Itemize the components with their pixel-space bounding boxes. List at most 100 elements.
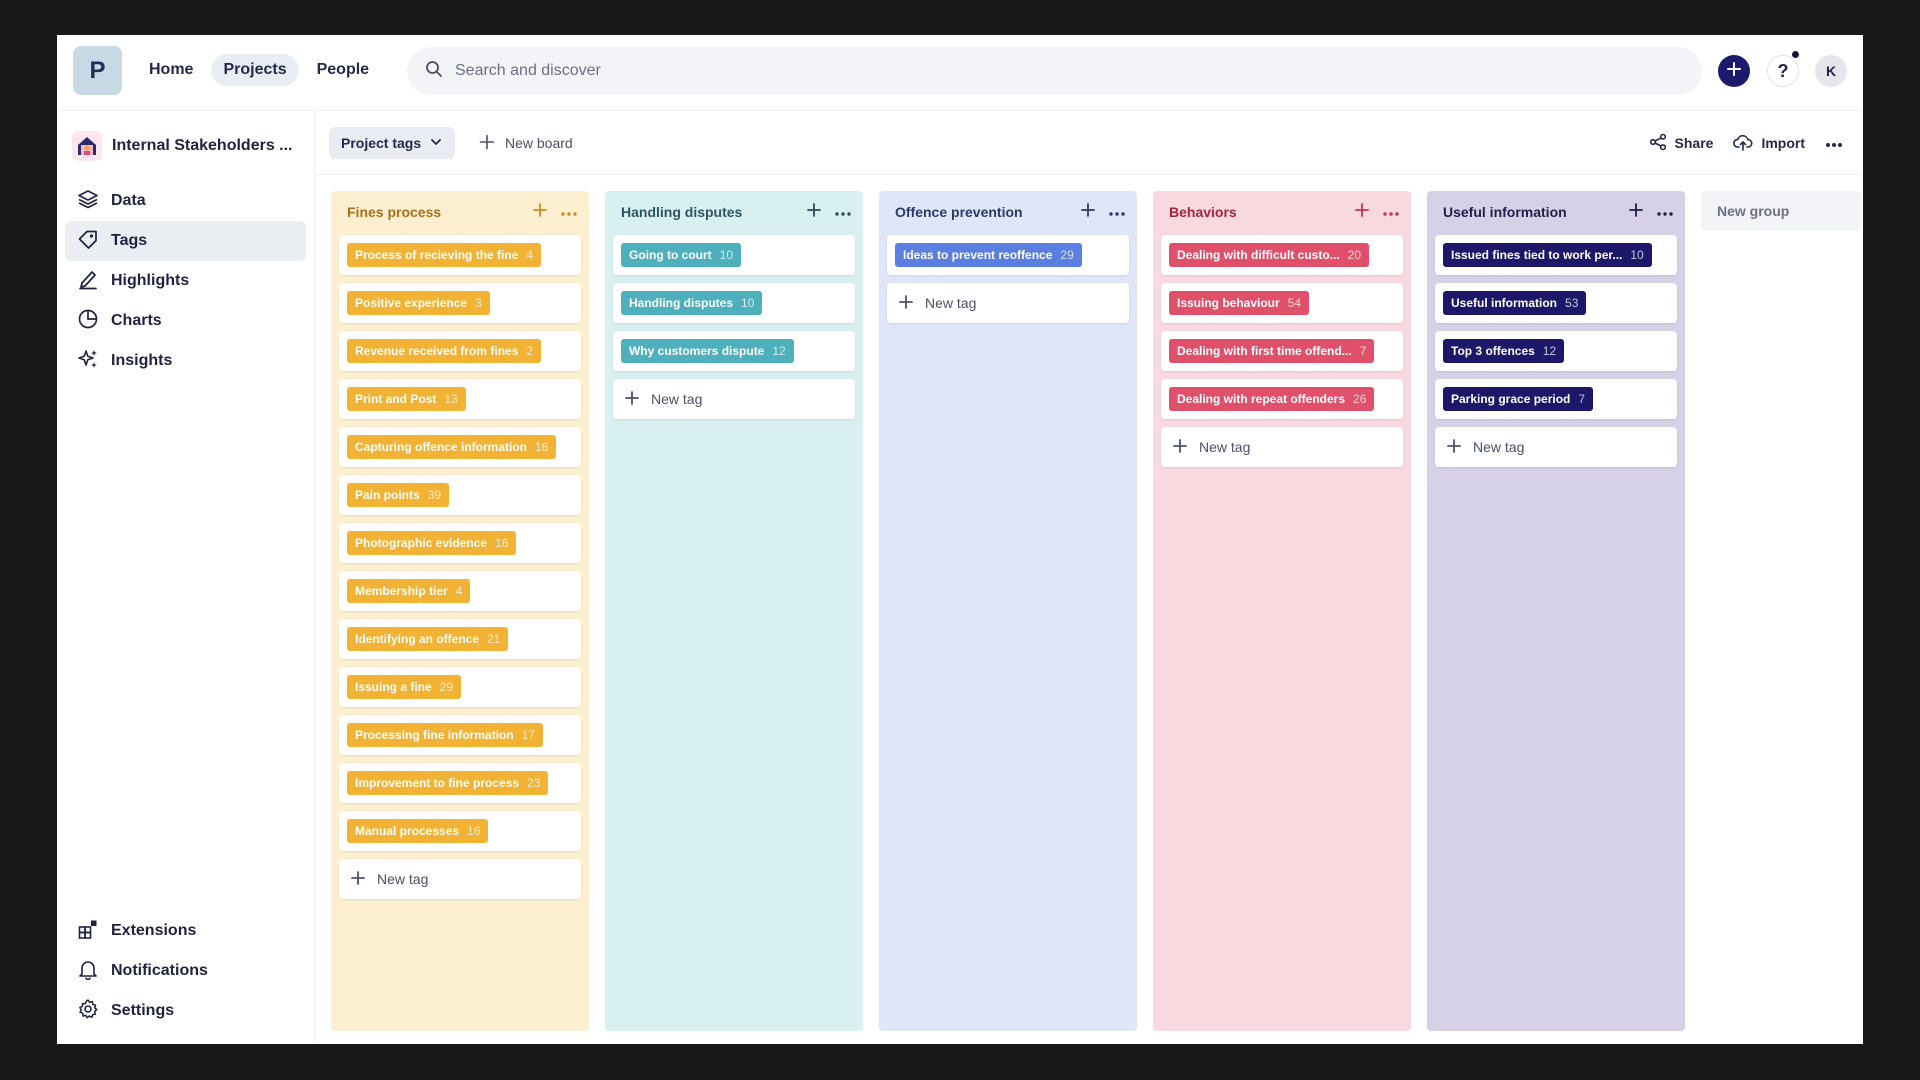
tag-chip[interactable]: Top 3 offences 12: [1443, 339, 1565, 363]
tag-list: Process of recieving the fine 4 Positive e…: [339, 235, 581, 899]
column-more-icon[interactable]: [1109, 203, 1125, 221]
add-tag-icon[interactable]: [807, 202, 821, 222]
tag-card[interactable]: Dealing with difficult custo... 20: [1161, 235, 1403, 275]
sidebar-item-data[interactable]: Data: [65, 181, 306, 221]
app-logo[interactable]: P: [73, 46, 122, 95]
tag-card[interactable]: Parking grace period 7: [1435, 379, 1677, 419]
tag-chip[interactable]: Ideas to prevent reoffence 29: [895, 243, 1082, 267]
tag-chip[interactable]: Manual processes 16: [347, 819, 489, 843]
tag-chip[interactable]: Parking grace period 7: [1443, 387, 1594, 411]
tag-chip[interactable]: Photographic evidence 16: [347, 531, 517, 555]
create-button[interactable]: [1718, 55, 1750, 87]
tag-chip[interactable]: Issuing a fine 29: [347, 675, 462, 699]
column-title[interactable]: Handling disputes: [621, 204, 743, 220]
column-title[interactable]: Fines process: [347, 204, 442, 220]
column-more-icon[interactable]: [561, 203, 577, 221]
add-tag-icon[interactable]: [533, 202, 547, 222]
sidebar-item-label: Insights: [111, 352, 173, 369]
tag-card[interactable]: Issuing a fine 29: [339, 667, 581, 707]
project-switcher[interactable]: Internal Stakeholders ...: [72, 131, 293, 161]
tag-card[interactable]: Revenue received from fines 2: [339, 331, 581, 371]
tag-chip[interactable]: Dealing with difficult custo... 20: [1169, 243, 1370, 267]
column-title[interactable]: Behaviors: [1169, 204, 1237, 220]
tag-card[interactable]: Dealing with first time offend... 7: [1161, 331, 1403, 371]
user-avatar[interactable]: K: [1815, 55, 1847, 87]
tag-chip[interactable]: Useful information 53: [1443, 291, 1587, 315]
tag-card[interactable]: Issuing behaviour 54: [1161, 283, 1403, 323]
tag-chip[interactable]: Process of recieving the fine 4: [347, 243, 542, 267]
project-name: Internal Stakeholders ...: [112, 137, 293, 154]
tag-card[interactable]: Process of recieving the fine 4: [339, 235, 581, 275]
help-button[interactable]: ?: [1767, 55, 1799, 87]
tag-chip[interactable]: Membership tier 4: [347, 579, 471, 603]
new-tag-button[interactable]: New tag: [887, 283, 1129, 323]
sidebar-item-highlights[interactable]: Highlights: [65, 261, 306, 301]
tag-chip[interactable]: Why customers dispute 12: [621, 339, 794, 363]
column-title[interactable]: Offence prevention: [895, 204, 1023, 220]
tag-chip[interactable]: Issuing behaviour 54: [1169, 291, 1310, 315]
tag-chip[interactable]: Identifying an offence 21: [347, 627, 509, 651]
tag-card[interactable]: Capturing offence information 16: [339, 427, 581, 467]
tag-chip[interactable]: Print and Post 13: [347, 387, 466, 411]
search-input[interactable]: [455, 62, 1055, 80]
import-button[interactable]: Import: [1733, 133, 1805, 154]
sidebar-item-notifications[interactable]: Notifications: [65, 951, 306, 991]
tag-card[interactable]: Positive experience 3: [339, 283, 581, 323]
new-board-button[interactable]: New board: [479, 127, 573, 159]
tag-chip[interactable]: Handling disputes 10: [621, 291, 763, 315]
tag-chip[interactable]: Pain points 39: [347, 483, 450, 507]
tag-card[interactable]: Processing fine information 17: [339, 715, 581, 755]
new-group-button[interactable]: New group: [1701, 191, 1861, 231]
tag-chip[interactable]: Positive experience 3: [347, 291, 490, 315]
tag-chip[interactable]: Dealing with repeat offenders 26: [1169, 387, 1375, 411]
sidebar-item-extensions[interactable]: Extensions: [65, 911, 306, 951]
nav-people[interactable]: People: [316, 61, 370, 78]
sidebar-item-settings[interactable]: Settings: [65, 991, 306, 1031]
tag-chip[interactable]: Issued fines tied to work per... 10: [1443, 243, 1652, 267]
more-options-button[interactable]: [1825, 135, 1843, 151]
new-tag-button[interactable]: New tag: [339, 859, 581, 899]
add-tag-icon[interactable]: [1081, 202, 1095, 222]
tag-chip[interactable]: Capturing offence information 16: [347, 435, 557, 459]
column-title[interactable]: Useful information: [1443, 204, 1567, 220]
tag-card[interactable]: Identifying an offence 21: [339, 619, 581, 659]
tag-card[interactable]: Improvement to fine process 23: [339, 763, 581, 803]
tag-card[interactable]: Why customers dispute 12: [613, 331, 855, 371]
tag-card[interactable]: Pain points 39: [339, 475, 581, 515]
tag-card[interactable]: Useful information 53: [1435, 283, 1677, 323]
column-more-icon[interactable]: [1383, 203, 1399, 221]
tag-chip[interactable]: Going to court 10: [621, 243, 742, 267]
tag-card[interactable]: Issued fines tied to work per... 10: [1435, 235, 1677, 275]
nav-projects[interactable]: Projects: [211, 54, 299, 86]
project-tags-dropdown[interactable]: Project tags: [329, 127, 456, 159]
column-actions: [807, 202, 851, 222]
search-bar[interactable]: [407, 47, 1702, 95]
tag-chip[interactable]: Revenue received from fines 2: [347, 339, 542, 363]
sidebar-item-insights[interactable]: Insights: [65, 341, 306, 381]
add-tag-icon[interactable]: [1355, 202, 1369, 222]
new-tag-button[interactable]: New tag: [1161, 427, 1403, 467]
sidebar-item-tags[interactable]: Tags: [65, 221, 306, 261]
tag-chip[interactable]: Improvement to fine process 23: [347, 771, 549, 795]
share-button[interactable]: Share: [1649, 133, 1713, 154]
tag-card[interactable]: Top 3 offences 12: [1435, 331, 1677, 371]
tag-card[interactable]: Handling disputes 10: [613, 283, 855, 323]
new-tag-button[interactable]: New tag: [1435, 427, 1677, 467]
tag-card[interactable]: Membership tier 4: [339, 571, 581, 611]
new-tag-label: New tag: [925, 295, 977, 311]
new-tag-button[interactable]: New tag: [613, 379, 855, 419]
tag-card[interactable]: Manual processes 16: [339, 811, 581, 851]
tag-chip[interactable]: Dealing with first time offend... 7: [1169, 339, 1375, 363]
nav-home[interactable]: Home: [149, 61, 194, 78]
column-more-icon[interactable]: [1657, 203, 1673, 221]
tag-card[interactable]: Going to court 10: [613, 235, 855, 275]
column-more-icon[interactable]: [835, 203, 851, 221]
tag-card[interactable]: Ideas to prevent reoffence 29: [887, 235, 1129, 275]
add-tag-icon[interactable]: [1629, 202, 1643, 222]
tag-card[interactable]: Print and Post 13: [339, 379, 581, 419]
tag-card[interactable]: Dealing with repeat offenders 26: [1161, 379, 1403, 419]
tag-chip[interactable]: Processing fine information 17: [347, 723, 544, 747]
tag-card[interactable]: Photographic evidence 16: [339, 523, 581, 563]
gear-icon: [77, 998, 99, 1025]
sidebar-item-charts[interactable]: Charts: [65, 301, 306, 341]
